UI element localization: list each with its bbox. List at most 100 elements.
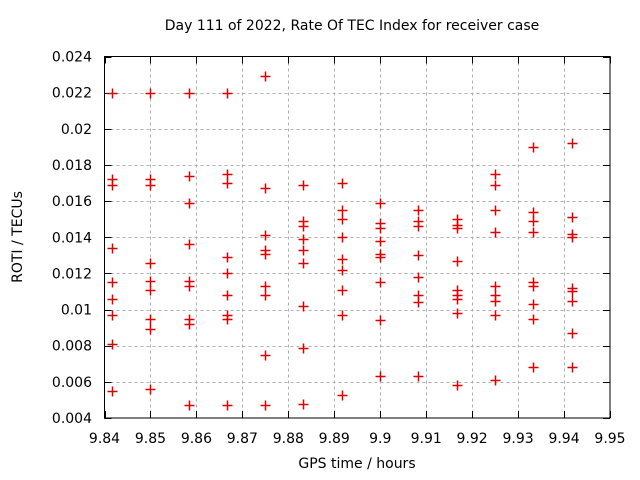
plus-marker: [528, 299, 539, 310]
x-tick-labels: 9.84 9.85 9.86 9.87 9.88 9.89 9.9 9.91 9.92 9.93 9…: [89, 431, 626, 447]
plus-marker: [107, 180, 118, 191]
plus-marker: [107, 310, 118, 321]
plus-marker: [528, 362, 539, 373]
x-tick-label: 9.9: [369, 431, 391, 447]
plus-marker: [184, 88, 195, 99]
plus-marker: [145, 324, 156, 335]
plus-marker: [184, 319, 195, 330]
plus-marker: [298, 234, 309, 245]
y-axis-label: ROTI / TECUs: [10, 191, 26, 283]
plus-marker: [260, 249, 271, 260]
x-tick-label: 9.92: [457, 431, 488, 447]
y-tick-label: 0.008: [52, 339, 92, 355]
x-tick-label: 9.93: [503, 431, 534, 447]
plus-marker: [298, 180, 309, 191]
plus-marker: [413, 250, 424, 261]
plus-marker: [490, 180, 501, 191]
plus-marker: [375, 315, 386, 326]
plus-marker: [567, 286, 578, 297]
y-tick-label: 0.004: [52, 411, 92, 427]
y-tick-label: 0.016: [52, 194, 92, 210]
x-tick-label: 9.85: [135, 431, 166, 447]
plus-marker: [222, 88, 233, 99]
plus-marker: [337, 178, 348, 189]
plus-marker: [490, 281, 501, 292]
plus-marker: [260, 290, 271, 301]
plus-marker: [107, 294, 118, 305]
plus-marker: [184, 281, 195, 292]
plus-marker: [184, 171, 195, 182]
plus-marker: [145, 314, 156, 325]
y-tick-label: 0.014: [52, 230, 92, 246]
y-tick-label: 0.018: [52, 158, 92, 174]
plus-marker: [107, 277, 118, 288]
plus-marker: [413, 371, 424, 382]
plus-marker: [222, 169, 233, 180]
plus-marker: [452, 256, 463, 267]
plus-marker: [222, 268, 233, 279]
plus-marker: [490, 310, 501, 321]
plus-marker: [375, 223, 386, 234]
plus-marker: [413, 205, 424, 216]
plus-marker: [337, 390, 348, 401]
plus-marker: [413, 297, 424, 308]
plus-marker: [107, 386, 118, 397]
y-tick-labels: 0.004 0.006 0.008 0.01 0.012 0.014 0.016 0.018 0…: [52, 50, 92, 428]
plus-marker: [413, 221, 424, 232]
y-tick-label: 0.006: [52, 375, 92, 391]
plus-marker: [528, 281, 539, 292]
plus-marker: [260, 230, 271, 241]
plus-marker: [337, 214, 348, 225]
x-axis-label: GPS time / hours: [298, 456, 415, 472]
x-tick-label: 9.86: [181, 431, 212, 447]
plus-marker: [528, 142, 539, 153]
plus-marker: [107, 88, 118, 99]
plus-marker: [145, 180, 156, 191]
plus-marker: [413, 272, 424, 283]
x-tick-label: 9.89: [319, 431, 350, 447]
plus-marker: [452, 380, 463, 391]
plus-marker: [375, 252, 386, 263]
plus-marker: [567, 232, 578, 243]
plus-marker: [375, 371, 386, 382]
plus-marker: [490, 296, 501, 307]
plus-marker: [222, 252, 233, 263]
plus-marker: [260, 71, 271, 82]
plus-marker: [567, 362, 578, 373]
plus-marker: [375, 198, 386, 209]
y-tick-label: 0.022: [52, 86, 92, 102]
plus-marker: [452, 223, 463, 234]
y-tick-label: 0.012: [52, 266, 92, 282]
plus-marker: [107, 243, 118, 254]
plus-marker: [490, 205, 501, 216]
x-tick-label: 9.87: [227, 431, 258, 447]
axis-tick-marks: [104, 56, 611, 419]
plus-marker: [337, 285, 348, 296]
plus-marker: [298, 301, 309, 312]
plus-marker: [260, 281, 271, 292]
plus-marker: [298, 245, 309, 256]
plus-marker: [567, 296, 578, 307]
plus-marker: [222, 314, 233, 325]
x-tick-label: 9.94: [548, 431, 579, 447]
data-point-markers: [107, 71, 578, 411]
plus-marker: [298, 399, 309, 410]
plus-marker: [375, 236, 386, 247]
x-tick-label: 9.84: [89, 431, 120, 447]
y-tick-label: 0.02: [61, 122, 92, 138]
plus-marker: [528, 227, 539, 238]
plus-marker: [490, 227, 501, 238]
plus-marker: [145, 384, 156, 395]
x-tick-label: 9.95: [594, 431, 625, 447]
grid-lines: [104, 56, 610, 418]
plus-marker: [375, 277, 386, 288]
plus-marker: [337, 265, 348, 276]
plus-marker: [184, 400, 195, 411]
plus-marker: [528, 207, 539, 218]
x-tick-label: 9.88: [273, 431, 304, 447]
plus-marker: [452, 294, 463, 305]
plus-marker: [260, 400, 271, 411]
plus-marker: [145, 285, 156, 296]
